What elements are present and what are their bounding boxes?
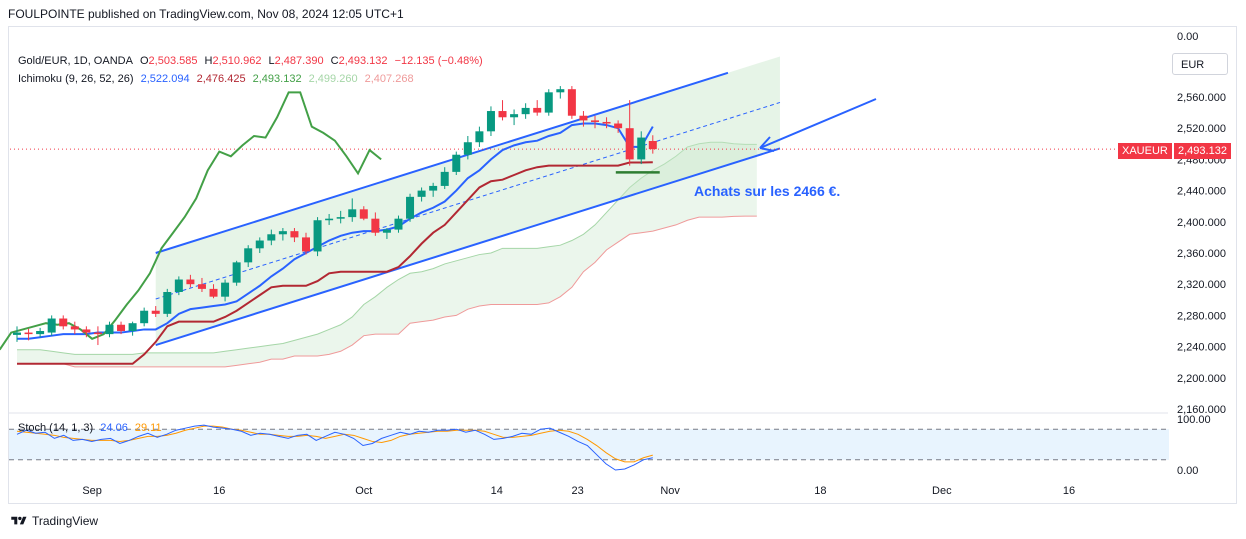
- last-price-badge: 2,493.132: [1174, 143, 1231, 159]
- high-label: H: [204, 55, 213, 67]
- ichimoku-base-value: 2,476.425: [196, 73, 246, 85]
- open-value: 2,503.585: [148, 55, 198, 67]
- open-label: O: [139, 55, 149, 67]
- stoch-legend: Stoch (14, 1, 3) 24.06 29.11: [18, 422, 166, 434]
- ichimoku-label[interactable]: Ichimoku (9, 26, 52, 26): [18, 73, 134, 85]
- close-label: C: [330, 55, 339, 67]
- ichimoku-span-a-value: 2,499.260: [308, 73, 358, 85]
- change-value: −12.135 (−0.48%): [394, 55, 483, 67]
- tradingview-logo-icon: [11, 516, 27, 525]
- footer: TradingView: [10, 514, 98, 528]
- symbol-price-badge: XAUEUR: [1118, 143, 1172, 159]
- publisher-header: FOULPOINTE published on TradingView.com,…: [8, 7, 404, 21]
- ichimoku-legend: Ichimoku (9, 26, 52, 26) 2,522.094 2,476…: [18, 73, 418, 85]
- chart-frame: [8, 26, 1237, 504]
- low-value: 2,487.390: [274, 55, 324, 67]
- close-value: 2,493.132: [338, 55, 388, 67]
- ichimoku-conversion-value: 2,522.094: [140, 73, 190, 85]
- stoch-d-value: 29.11: [134, 422, 162, 434]
- ichimoku-lagging-value: 2,493.132: [252, 73, 302, 85]
- low-label: L: [268, 55, 275, 67]
- symbol-label[interactable]: Gold/EUR, 1D, OANDA: [18, 55, 133, 67]
- footer-brand: TradingView: [32, 514, 99, 528]
- stoch-k-value: 24.06: [100, 422, 128, 434]
- ohlc-legend: Gold/EUR, 1D, OANDA O2,503.585 H2,510.96…: [18, 55, 487, 67]
- stoch-label[interactable]: Stoch (14, 1, 3): [18, 422, 94, 434]
- currency-button[interactable]: EUR: [1172, 53, 1228, 75]
- high-value: 2,510.962: [212, 55, 262, 67]
- ichimoku-span-b-value: 2,407.268: [364, 73, 414, 85]
